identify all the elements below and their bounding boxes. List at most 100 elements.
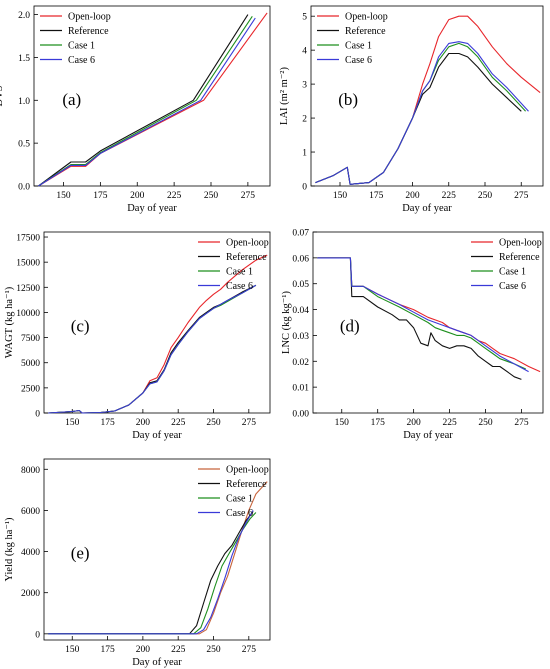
y-tick-label: 0.06 — [292, 254, 309, 264]
series-line-open-loop — [48, 481, 268, 635]
x-tick-label: 175 — [100, 645, 115, 655]
plot-frame — [312, 231, 544, 414]
plot-frame — [33, 5, 271, 187]
y-tick-label: 5 — [302, 13, 307, 23]
y-tick-label: 0.04 — [292, 306, 309, 316]
y-axis-label: DVS — [0, 85, 5, 106]
legend-entry-label: Open-loop — [226, 238, 269, 249]
y-tick-label: 0.03 — [292, 332, 309, 342]
panel-label: (b) — [338, 90, 358, 109]
legend-entry-label: Open-loop — [345, 12, 388, 23]
legend-entry-label: Case 6 — [68, 55, 95, 66]
x-tick-label: 225 — [442, 418, 457, 428]
x-axis-label: Day of year — [127, 203, 177, 214]
legend-entry-label: Case 1 — [68, 41, 95, 52]
legend-entry-label: Reference — [226, 252, 267, 263]
legend-entry-label: Case 6 — [226, 508, 253, 519]
y-tick-label: 0 — [35, 630, 40, 640]
legend-entry-label: Open-loop — [68, 12, 111, 23]
x-tick-label: 225 — [171, 645, 186, 655]
legend-entry-label: Case 1 — [226, 267, 253, 278]
y-tick-label: 10000 — [16, 309, 40, 319]
y-tick-label: 2.0 — [18, 11, 30, 21]
legend-entry-label: Case 1 — [345, 41, 372, 52]
legend-entry-label: Reference — [68, 26, 109, 37]
x-tick-label: 175 — [100, 418, 115, 428]
x-tick-label: 250 — [478, 418, 493, 428]
panel-label: (a) — [62, 90, 81, 109]
x-tick-label: 150 — [333, 191, 348, 201]
panel-label: (e) — [71, 544, 90, 563]
series-line-case-1 — [38, 15, 253, 187]
legend-entry-label: Reference — [226, 479, 267, 490]
x-tick-label: 275 — [514, 418, 529, 428]
panel-b: 150 175 200 225 250 275 0 1 2 3 4 5 Day of year LAI (… — [279, 5, 544, 214]
x-tick-label: 275 — [242, 645, 257, 655]
y-tick-label: 0 — [35, 410, 40, 420]
panel-a: 150 175 200 225 250 275 0.0 0.5 1.0 1.5 2.0 Day of … — [0, 5, 271, 214]
y-tick-label: 0.0 — [18, 183, 30, 193]
y-axis-label: WAGT (kg ha⁻¹) — [4, 286, 15, 358]
legend-entry-label: Case 6 — [345, 55, 372, 66]
y-tick-label: 2500 — [21, 384, 40, 394]
legend: Open-loop Reference Case 1 Case 6 — [471, 238, 542, 292]
legend-entry-label: Reference — [345, 26, 386, 37]
plot-frame — [310, 5, 544, 187]
panel-e: 150 175 200 225 250 275 0 2000 4000 6000 8000 Day o… — [4, 458, 271, 668]
x-tick-label: 150 — [335, 418, 350, 428]
series-line-case-1 — [48, 512, 257, 635]
series-line-case-6 — [315, 41, 529, 185]
y-tick-label: 1 — [302, 149, 307, 159]
y-tick-label: 12500 — [16, 284, 40, 294]
legend-entry-label: Open-loop — [499, 238, 542, 249]
legend: Open-loop Reference Case 1 Case 6 — [317, 12, 388, 66]
y-tick-label: 1.5 — [18, 54, 30, 64]
y-tick-label: 5000 — [21, 359, 40, 369]
legend: Open-loop Reference Case 1 Case 6 — [198, 465, 269, 519]
legend-entry-label: Reference — [499, 252, 540, 263]
legend: Open-loop Reference Case 1 Case 6 — [40, 12, 111, 66]
x-tick-label: 150 — [56, 191, 71, 201]
legend: Open-loop Reference Case 1 Case 6 — [198, 238, 269, 292]
y-tick-label: 4000 — [21, 548, 40, 558]
series-line-case-6 — [48, 510, 254, 635]
y-tick-label: 1.0 — [18, 97, 30, 107]
y-tick-label: 4 — [302, 47, 307, 57]
legend-entry-label: Open-loop — [226, 465, 269, 476]
x-tick-label: 175 — [371, 418, 386, 428]
x-tick-label: 275 — [242, 418, 257, 428]
x-tick-label: 200 — [407, 418, 422, 428]
x-tick-label: 250 — [206, 418, 221, 428]
legend-entry-label: Case 1 — [499, 267, 526, 278]
y-tick-label: 0.05 — [292, 280, 309, 290]
y-axis-label: LNC (kg kg⁻¹) — [281, 291, 292, 354]
y-tick-label: 3 — [302, 81, 307, 91]
x-tick-label: 150 — [65, 418, 80, 428]
y-tick-label: 2000 — [21, 589, 40, 599]
panel-d: 150 175 200 225 250 275 0.00 0.01 0.02 0.03 0.04 0.… — [281, 229, 544, 441]
x-tick-label: 175 — [93, 191, 108, 201]
y-tick-label: 0.00 — [292, 410, 309, 420]
series-line-case-6 — [317, 257, 529, 373]
series-line-case-6 — [48, 284, 257, 414]
legend-entry-label: Case 6 — [499, 281, 526, 292]
x-axis-label: Day of year — [402, 203, 452, 214]
plot-frame — [43, 458, 271, 641]
y-tick-label: 6000 — [21, 507, 40, 517]
x-tick-label: 250 — [204, 191, 219, 201]
plot-frame — [43, 231, 271, 414]
series-line-reference — [48, 284, 257, 414]
legend-entry-label: Case 1 — [226, 494, 253, 505]
x-tick-label: 200 — [405, 191, 420, 201]
y-tick-label: 0.07 — [292, 229, 309, 239]
y-tick-label: 8000 — [21, 466, 40, 476]
panel-c: 150 175 200 225 250 275 0 2500 5000 7500 10000 1250… — [4, 231, 271, 441]
x-tick-label: 200 — [130, 191, 145, 201]
y-tick-label: 17500 — [16, 234, 40, 244]
y-tick-label: 0.01 — [292, 384, 309, 394]
series-line-reference — [38, 14, 249, 187]
y-tick-label: 7500 — [21, 334, 40, 344]
panel-label: (d) — [340, 317, 360, 336]
y-tick-label: 2 — [302, 115, 307, 125]
